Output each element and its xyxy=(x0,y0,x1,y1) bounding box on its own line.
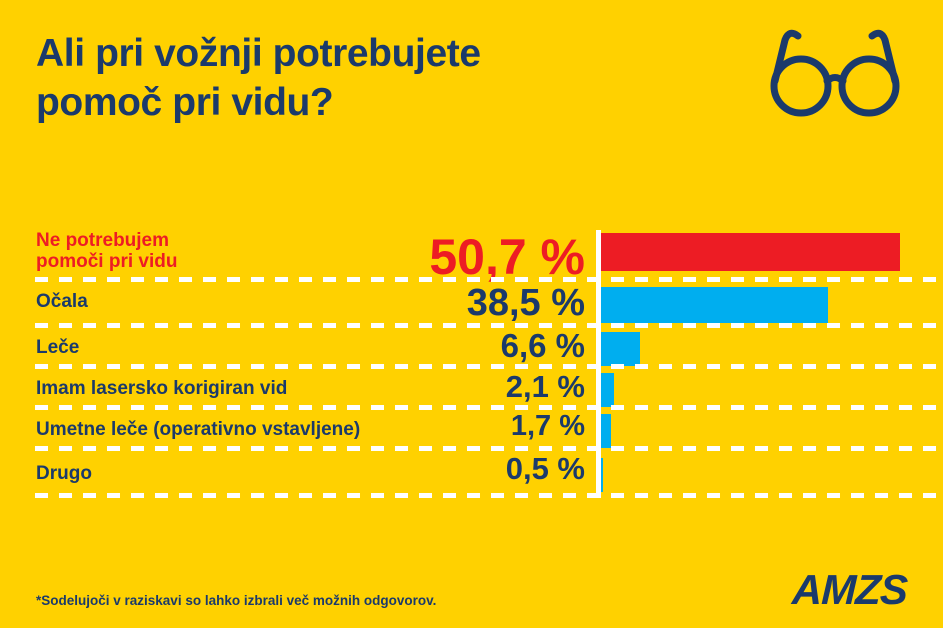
chart-axis-line xyxy=(596,230,601,498)
table-row: Imam lasersko korigiran vid 2,1 % xyxy=(0,369,943,410)
table-row: Drugo 0,5 % xyxy=(0,451,943,498)
row-value: 2,1 % xyxy=(505,369,585,404)
header: Ali pri vožnji potrebujete pomoč pri vid… xyxy=(36,30,736,128)
row-value: 0,5 % xyxy=(505,451,585,486)
bar-segment xyxy=(600,233,900,271)
amzs-logo: AMZS xyxy=(791,566,908,613)
table-row: Očala 38,5 % xyxy=(0,282,943,328)
row-label: Imam lasersko korigiran vid xyxy=(36,378,288,399)
table-row: Umetne leče (operativno vstavljene) 1,7 % xyxy=(0,410,943,451)
row-divider xyxy=(35,277,943,282)
row-divider xyxy=(35,405,943,410)
row-label: Očala xyxy=(36,291,88,312)
row-divider xyxy=(35,323,943,328)
footnote: *Sodelujoči v raziskavi so lahko izbrali… xyxy=(36,593,437,608)
bar-segment xyxy=(600,372,614,407)
bar-segment xyxy=(600,413,611,448)
bar-segment xyxy=(600,331,640,366)
row-value: 38,5 % xyxy=(466,282,585,324)
bar-segment xyxy=(600,287,828,323)
row-value: 6,6 % xyxy=(500,327,585,364)
table-row: Ne potrebujem pomoči pri vidu 50,7 % xyxy=(0,222,943,282)
chart-rows: Ne potrebujem pomoči pri vidu 50,7 % Očala… xyxy=(0,222,943,498)
row-value: 1,7 % xyxy=(510,410,585,442)
row-label: Ne potrebujem pomoči pri vidu xyxy=(36,230,178,273)
glasses-icon xyxy=(765,24,905,119)
row-label: Umetne leče (operativno vstavljene) xyxy=(36,419,361,440)
bar-segment xyxy=(600,457,603,492)
row-value: 50,7 % xyxy=(429,229,585,285)
row-divider xyxy=(35,493,943,498)
page-title: Ali pri vožnji potrebujete pomoč pri vid… xyxy=(36,32,481,124)
row-divider xyxy=(35,364,943,369)
row-label: Leče xyxy=(36,337,80,358)
table-row: Leče 6,6 % xyxy=(0,328,943,369)
row-divider xyxy=(35,446,943,451)
row-label: Drugo xyxy=(36,463,92,484)
bar-chart: Ne potrebujem pomoči pri vidu 50,7 % Očala… xyxy=(0,222,943,500)
